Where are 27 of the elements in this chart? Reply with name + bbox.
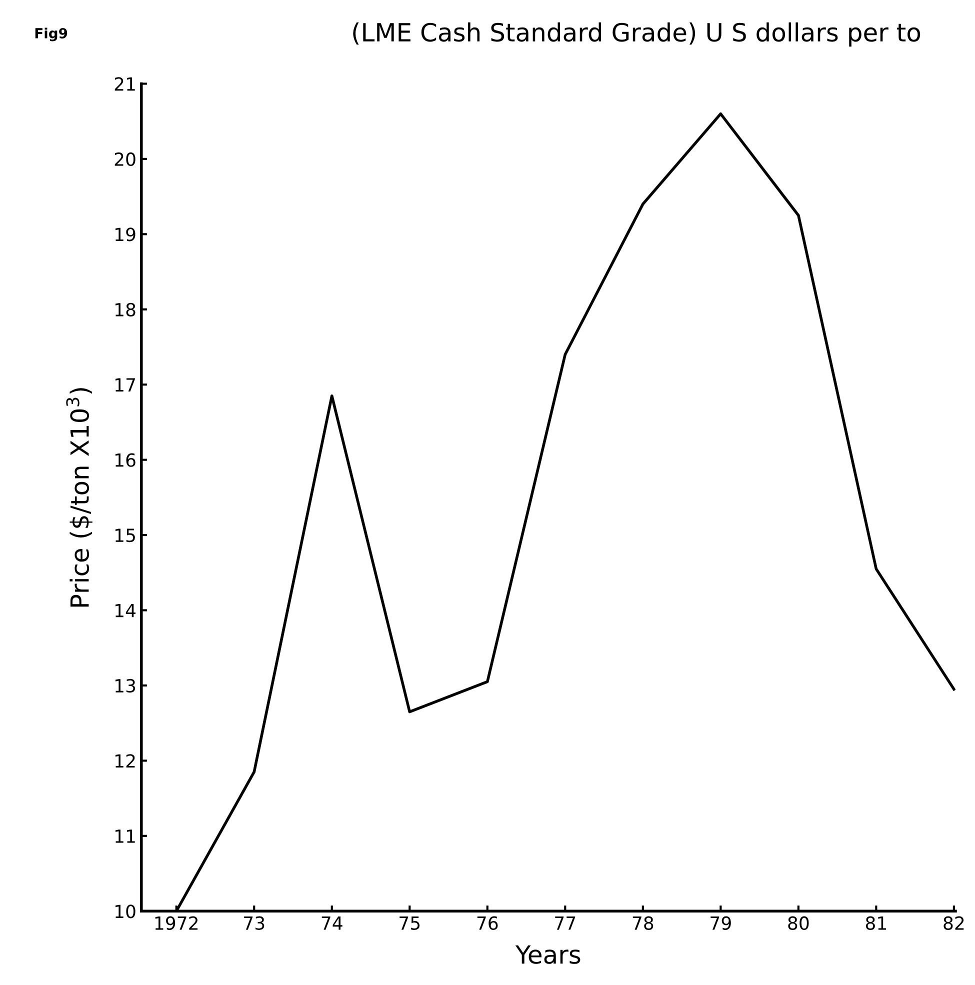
y-tick-label: 16 — [116, 453, 136, 467]
y-tick-label: 14 — [116, 604, 136, 618]
x-tick-label: 76 — [477, 916, 498, 930]
y-tick-label: 15 — [116, 528, 135, 542]
y-tick-label: 10 — [116, 904, 136, 918]
x-axis-title: Years — [515, 945, 580, 964]
x-tick-label: 81 — [866, 916, 886, 930]
chart-title: (LME Cash Standard Grade) U S dollars per to — [353, 22, 920, 47]
x-tick-label: 82 — [944, 916, 964, 930]
y-axis-title: Price ($/ton X10$^{3}$) — [66, 388, 92, 607]
x-tick-label: 79 — [710, 916, 731, 930]
y-tick-label: 17 — [116, 378, 135, 392]
y-tick-label: 11 — [116, 830, 135, 843]
x-tick-label: 75 — [400, 916, 420, 930]
y-tick-label: 13 — [116, 678, 136, 693]
x-tick-label: 74 — [322, 916, 342, 930]
x-tick-label: 80 — [788, 916, 809, 930]
y-tick-label: 19 — [116, 228, 136, 242]
y-tick-label: 21 — [114, 77, 135, 91]
y-tick-label: 12 — [116, 754, 135, 768]
x-tick-label: 78 — [632, 916, 654, 930]
y-tick-label: 20 — [114, 152, 136, 166]
x-tick-label: 73 — [244, 916, 264, 930]
x-tick-label: 1972 — [155, 916, 198, 930]
caption: Fig9 — [35, 28, 68, 42]
y-tick-label: 18 — [116, 302, 136, 316]
x-tick-label: 77 — [555, 916, 576, 930]
